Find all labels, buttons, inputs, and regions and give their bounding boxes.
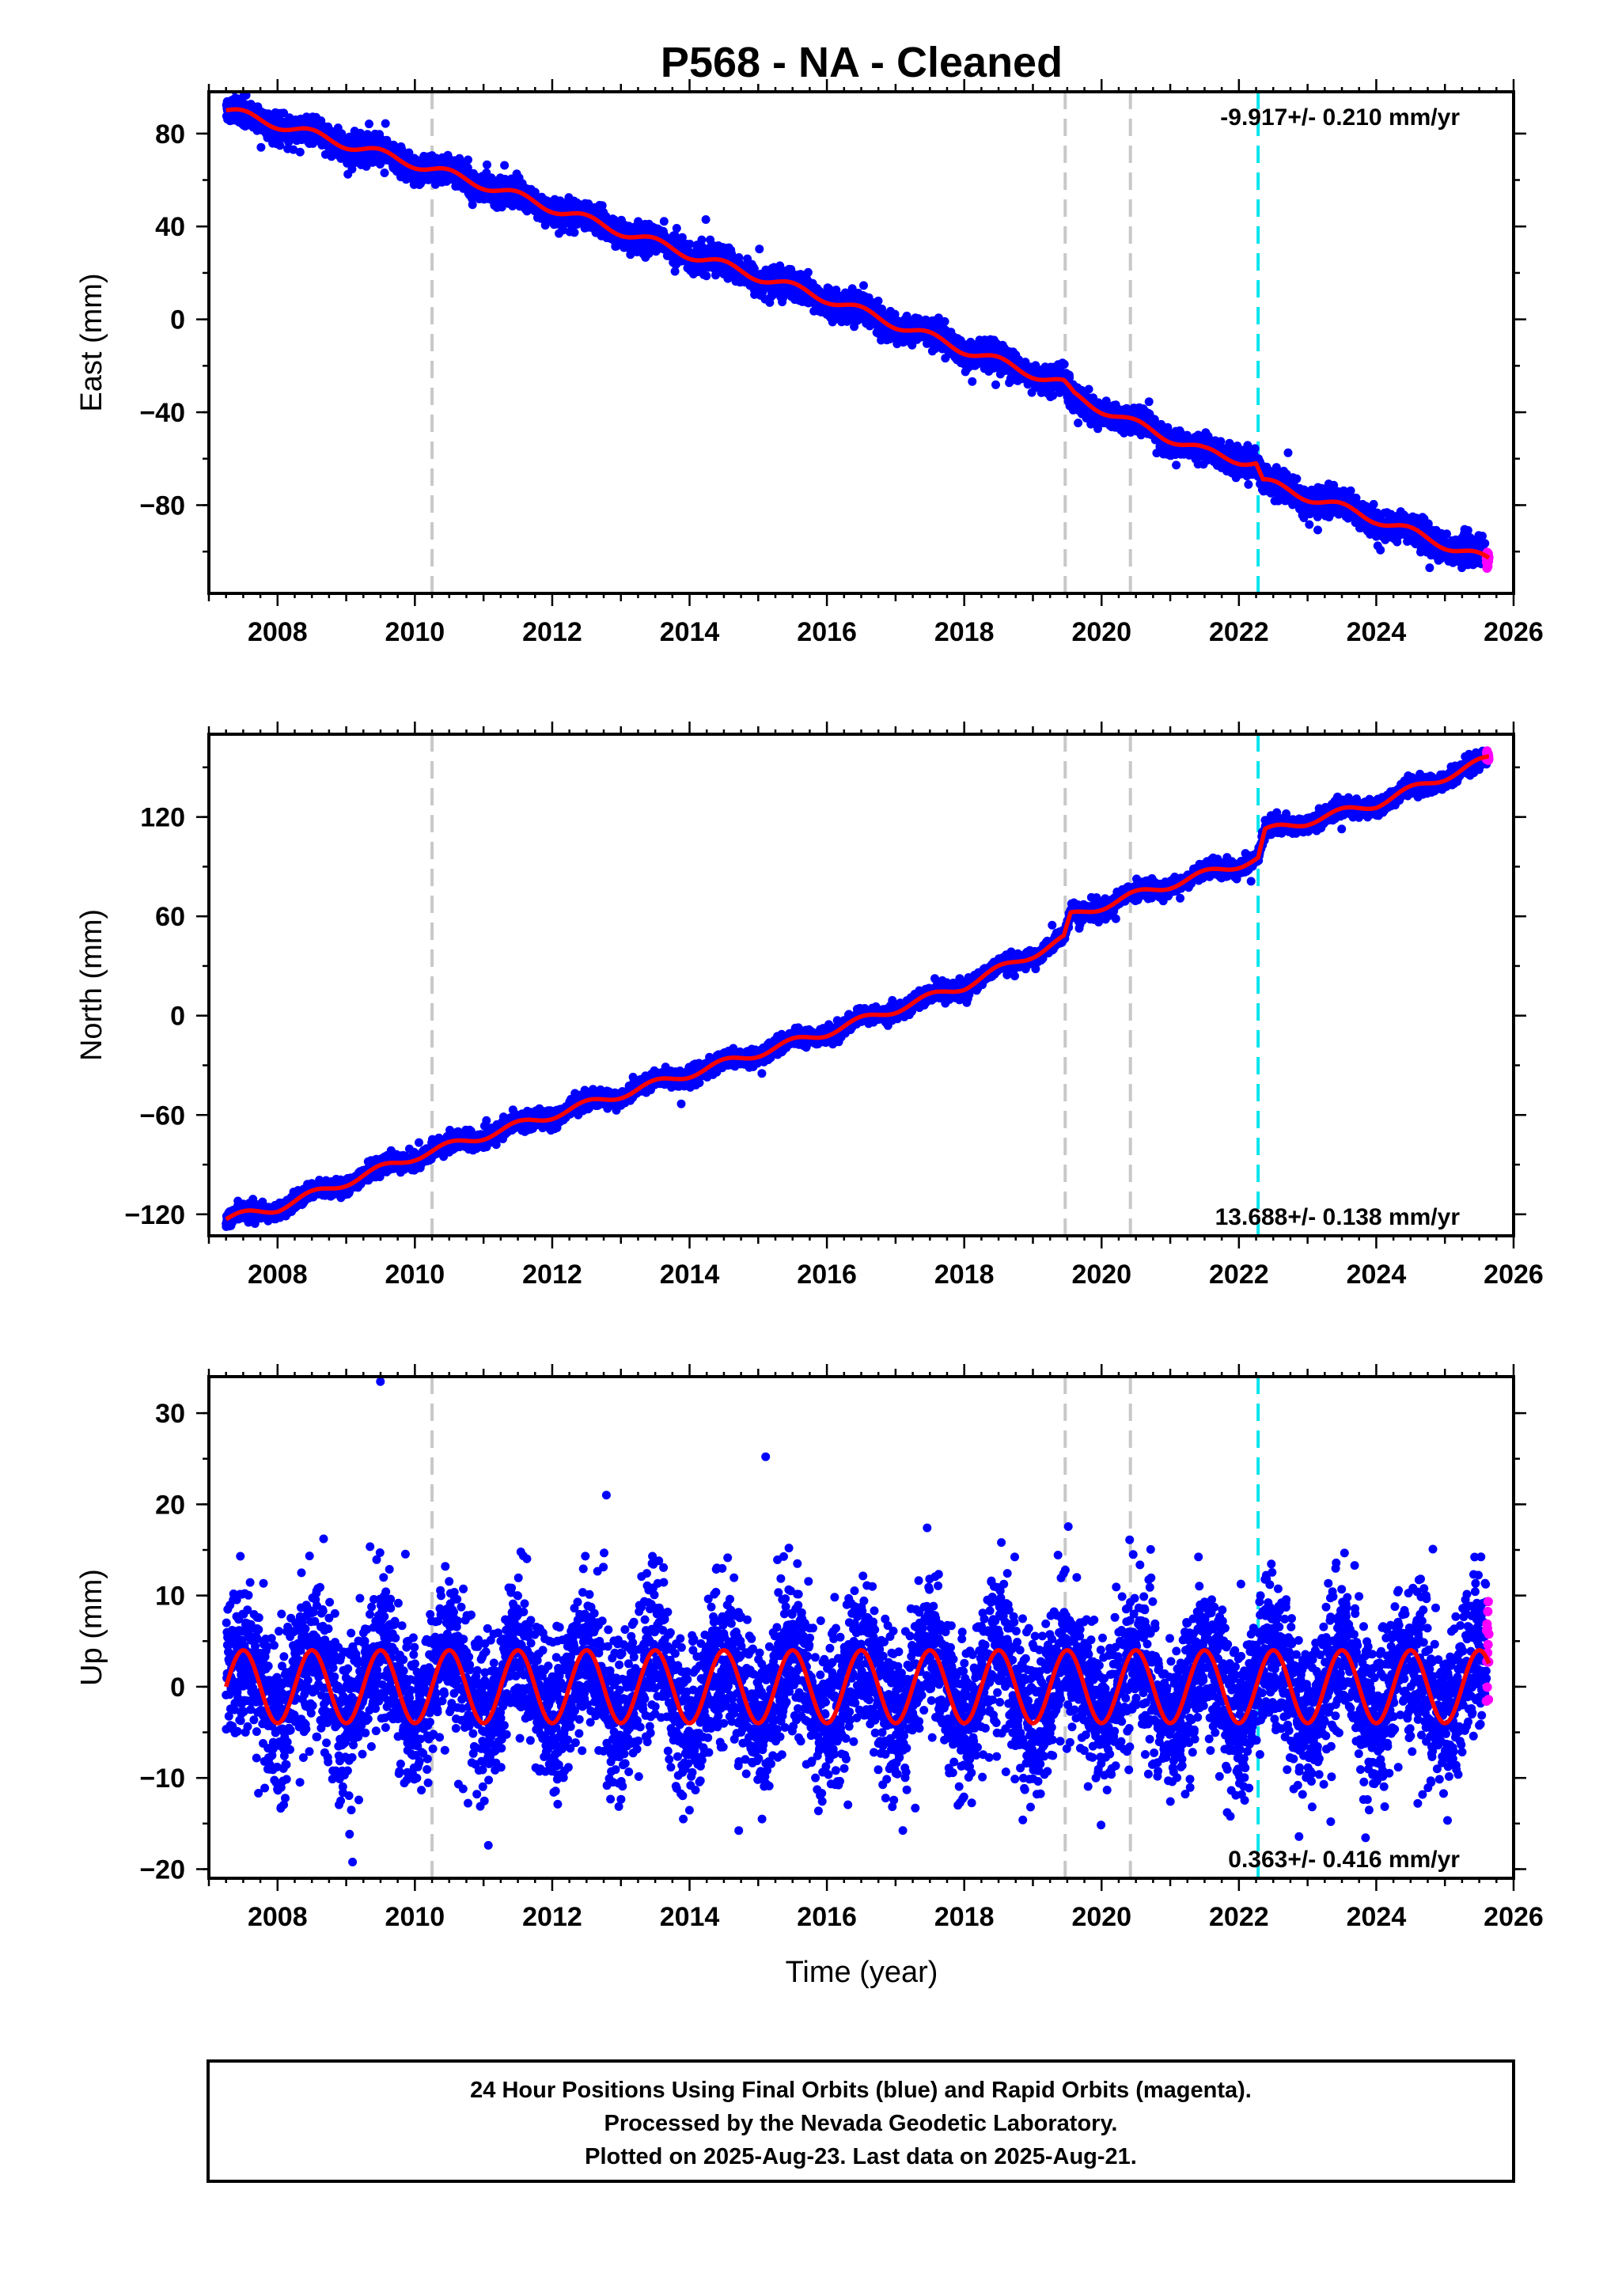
x-tick-label: 2024 bbox=[1347, 1260, 1407, 1290]
y-tick-label: 0 bbox=[170, 1002, 185, 1032]
y-tick-label: 10 bbox=[155, 1582, 185, 1612]
x-tick-label: 2014 bbox=[660, 1260, 720, 1290]
north-panel: 2008 2010 2012 2014 2016 2018 2020 2022 2024 2026… bbox=[75, 722, 1544, 1290]
east-y-axis-label: East (mm) bbox=[75, 273, 108, 411]
y-tick-label: 30 bbox=[155, 1399, 185, 1429]
rapid-data-point bbox=[1484, 1640, 1493, 1650]
rapid-data-point bbox=[1483, 1683, 1492, 1692]
x-tick-label: 2022 bbox=[1209, 617, 1269, 647]
north-y-axis-label: North (mm) bbox=[75, 909, 108, 1061]
x-tick-label: 2016 bbox=[797, 617, 857, 647]
y-tick-label: −60 bbox=[139, 1101, 185, 1131]
east-rate-label: -9.917+/- 0.210 mm/yr bbox=[1220, 104, 1460, 131]
x-tick-label: 2008 bbox=[248, 617, 308, 647]
x-tick-label: 2020 bbox=[1071, 617, 1131, 647]
x-tick-label: 2014 bbox=[660, 1902, 720, 1932]
x-axis-label: Time (year) bbox=[786, 1956, 938, 1989]
x-tick-label: 2022 bbox=[1209, 1902, 1269, 1932]
x-tick-label: 2018 bbox=[934, 617, 995, 647]
east-plot-area bbox=[222, 85, 1494, 593]
rapid-data-point bbox=[1484, 1597, 1493, 1606]
up-rate-label: 0.363+/- 0.416 mm/yr bbox=[1228, 1847, 1460, 1873]
up-y-axis-label: Up (mm) bbox=[75, 1569, 108, 1686]
y-tick-label: −40 bbox=[139, 398, 185, 428]
north-rate-label: 13.688+/- 0.138 mm/yr bbox=[1215, 1204, 1461, 1230]
chart-title: P568 - NA - Cleaned bbox=[661, 39, 1063, 86]
y-tick-label: 120 bbox=[140, 803, 185, 833]
x-tick-label: 2012 bbox=[522, 617, 582, 647]
x-tick-label: 2008 bbox=[248, 1260, 308, 1290]
x-tick-label: 2026 bbox=[1484, 1902, 1544, 1932]
y-tick-label: 0 bbox=[170, 1673, 185, 1703]
x-tick-label: 2014 bbox=[660, 617, 720, 647]
x-tick-label: 2020 bbox=[1071, 1902, 1131, 1932]
north-plot-area bbox=[222, 734, 1493, 1236]
x-tick-label: 2018 bbox=[934, 1902, 995, 1932]
x-tick-label: 2010 bbox=[385, 1260, 445, 1290]
y-tick-label: −20 bbox=[139, 1855, 185, 1885]
data-point bbox=[222, 747, 1491, 1231]
y-tick-label: −80 bbox=[139, 491, 185, 521]
east-panel: 2008 2010 2012 2014 2016 2018 2020 2022 2024 2026… bbox=[75, 79, 1544, 647]
y-tick-label: 20 bbox=[155, 1490, 185, 1520]
footer-line-3: Plotted on 2025-Aug-23. Last data on 202… bbox=[585, 2144, 1137, 2169]
up-panel: 2008 2010 2012 2014 2016 2018 2020 2022 2024 2026… bbox=[75, 1364, 1544, 1995]
x-tick-label: 2024 bbox=[1347, 617, 1407, 647]
x-tick-label: 2010 bbox=[385, 1902, 445, 1932]
x-tick-label: 2026 bbox=[1484, 617, 1544, 647]
y-tick-label: 80 bbox=[155, 119, 185, 150]
x-tick-label: 2010 bbox=[385, 617, 445, 647]
y-tick-label: −10 bbox=[139, 1764, 185, 1794]
y-tick-label: −120 bbox=[124, 1200, 185, 1230]
y-tick-label: 60 bbox=[155, 902, 185, 932]
x-tick-label: 2012 bbox=[522, 1260, 582, 1290]
x-tick-label: 2018 bbox=[934, 1260, 995, 1290]
y-tick-label: 40 bbox=[155, 212, 185, 242]
rapid-data-point bbox=[1484, 1629, 1494, 1639]
x-tick-label: 2022 bbox=[1209, 1260, 1269, 1290]
x-tick-label: 2024 bbox=[1347, 1902, 1407, 1932]
x-tick-label: 2012 bbox=[522, 1902, 582, 1932]
x-tick-label: 2008 bbox=[248, 1902, 308, 1932]
north-final-orbit-points bbox=[222, 747, 1491, 1231]
y-tick-label: 0 bbox=[170, 305, 185, 335]
x-tick-label: 2026 bbox=[1484, 1260, 1544, 1290]
north-y-axis: 120 60 0 −60 −120 bbox=[124, 767, 1526, 1230]
x-tick-label: 2016 bbox=[797, 1902, 857, 1932]
east-rapid-orbit-points bbox=[1482, 547, 1494, 573]
rapid-data-point bbox=[1484, 1695, 1493, 1704]
footer-line-2: Processed by the Nevada Geodetic Laborat… bbox=[604, 2111, 1118, 2136]
x-tick-label: 2016 bbox=[797, 1260, 857, 1290]
x-tick-label: 2020 bbox=[1071, 1260, 1131, 1290]
rapid-data-point bbox=[1483, 1607, 1492, 1616]
footer-line-1: 24 Hour Positions Using Final Orbits (bl… bbox=[470, 2078, 1252, 2103]
